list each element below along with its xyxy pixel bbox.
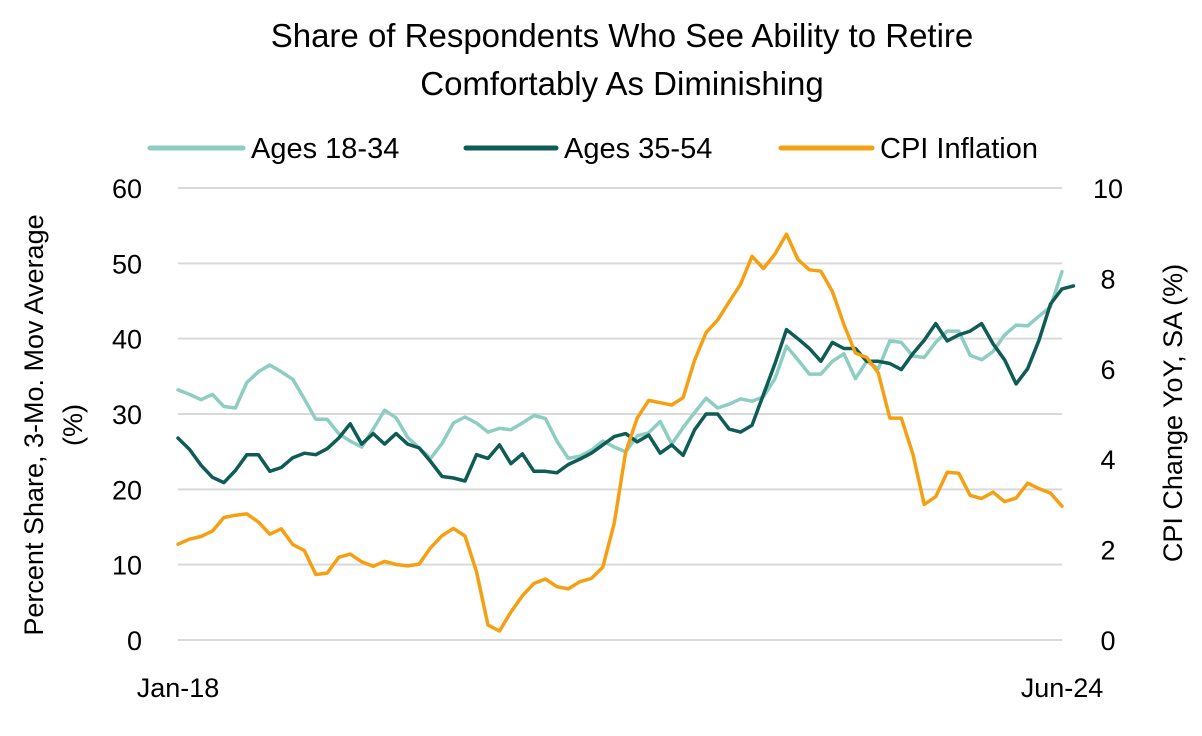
x-tick-label-start: Jan-18 <box>137 673 220 703</box>
y2-tick-label-4: 4 <box>1100 445 1115 475</box>
chart-title-line-2: Comfortably As Diminishing <box>420 65 823 102</box>
legend: Ages 18-34 Ages 35-54 CPI Inflation <box>147 133 1038 165</box>
y-tick-label-60: 60 <box>112 174 142 204</box>
legend-item-cpi-inflation[interactable]: CPI Inflation <box>778 133 1038 165</box>
y2-tick-label-2: 2 <box>1100 536 1115 566</box>
y-tick-label-20: 20 <box>112 475 142 505</box>
y-tick-label-40: 40 <box>112 325 142 355</box>
series-line-ages-35-54 <box>176 284 1076 485</box>
y2-tick-label-6: 6 <box>1100 355 1115 385</box>
y-axis-title-line-2: (%) <box>58 404 88 446</box>
y-tick-label-30: 30 <box>112 400 142 430</box>
series-line-ages-18-34 <box>176 269 1064 461</box>
x-tick-label-end: Jun-24 <box>1021 673 1104 703</box>
series-line-cpi-inflation <box>176 232 1064 633</box>
gridlines <box>178 187 1062 641</box>
y-tick-label-50: 50 <box>112 249 142 279</box>
y2-tick-label-0: 0 <box>1100 626 1115 656</box>
y2-tick-label-10: 10 <box>1093 174 1123 204</box>
y2-axis-title: CPI Change YoY, SA (%) <box>1158 264 1188 562</box>
legend-label-ages-18-34: Ages 18-34 <box>251 133 399 165</box>
legend-item-ages-35-54[interactable]: Ages 35-54 <box>463 133 712 165</box>
y-tick-label-10: 10 <box>112 551 142 581</box>
legend-label-cpi-inflation: CPI Inflation <box>880 133 1038 165</box>
y-tick-label-0: 0 <box>127 626 142 656</box>
right-axis-ticks: 0 2 4 6 8 10 <box>1093 174 1123 656</box>
y-axis-title-line-1: Percent Share, 3-Mo. Mov Average <box>19 214 49 635</box>
legend-item-ages-18-34[interactable]: Ages 18-34 <box>147 133 399 165</box>
series-layer <box>176 232 1076 633</box>
legend-label-ages-35-54: Ages 35-54 <box>564 133 712 165</box>
chart-title-line-1: Share of Respondents Who See Ability to … <box>271 17 974 54</box>
left-axis-ticks: 0 10 20 30 40 50 60 <box>112 174 142 656</box>
y2-tick-label-8: 8 <box>1100 264 1115 294</box>
